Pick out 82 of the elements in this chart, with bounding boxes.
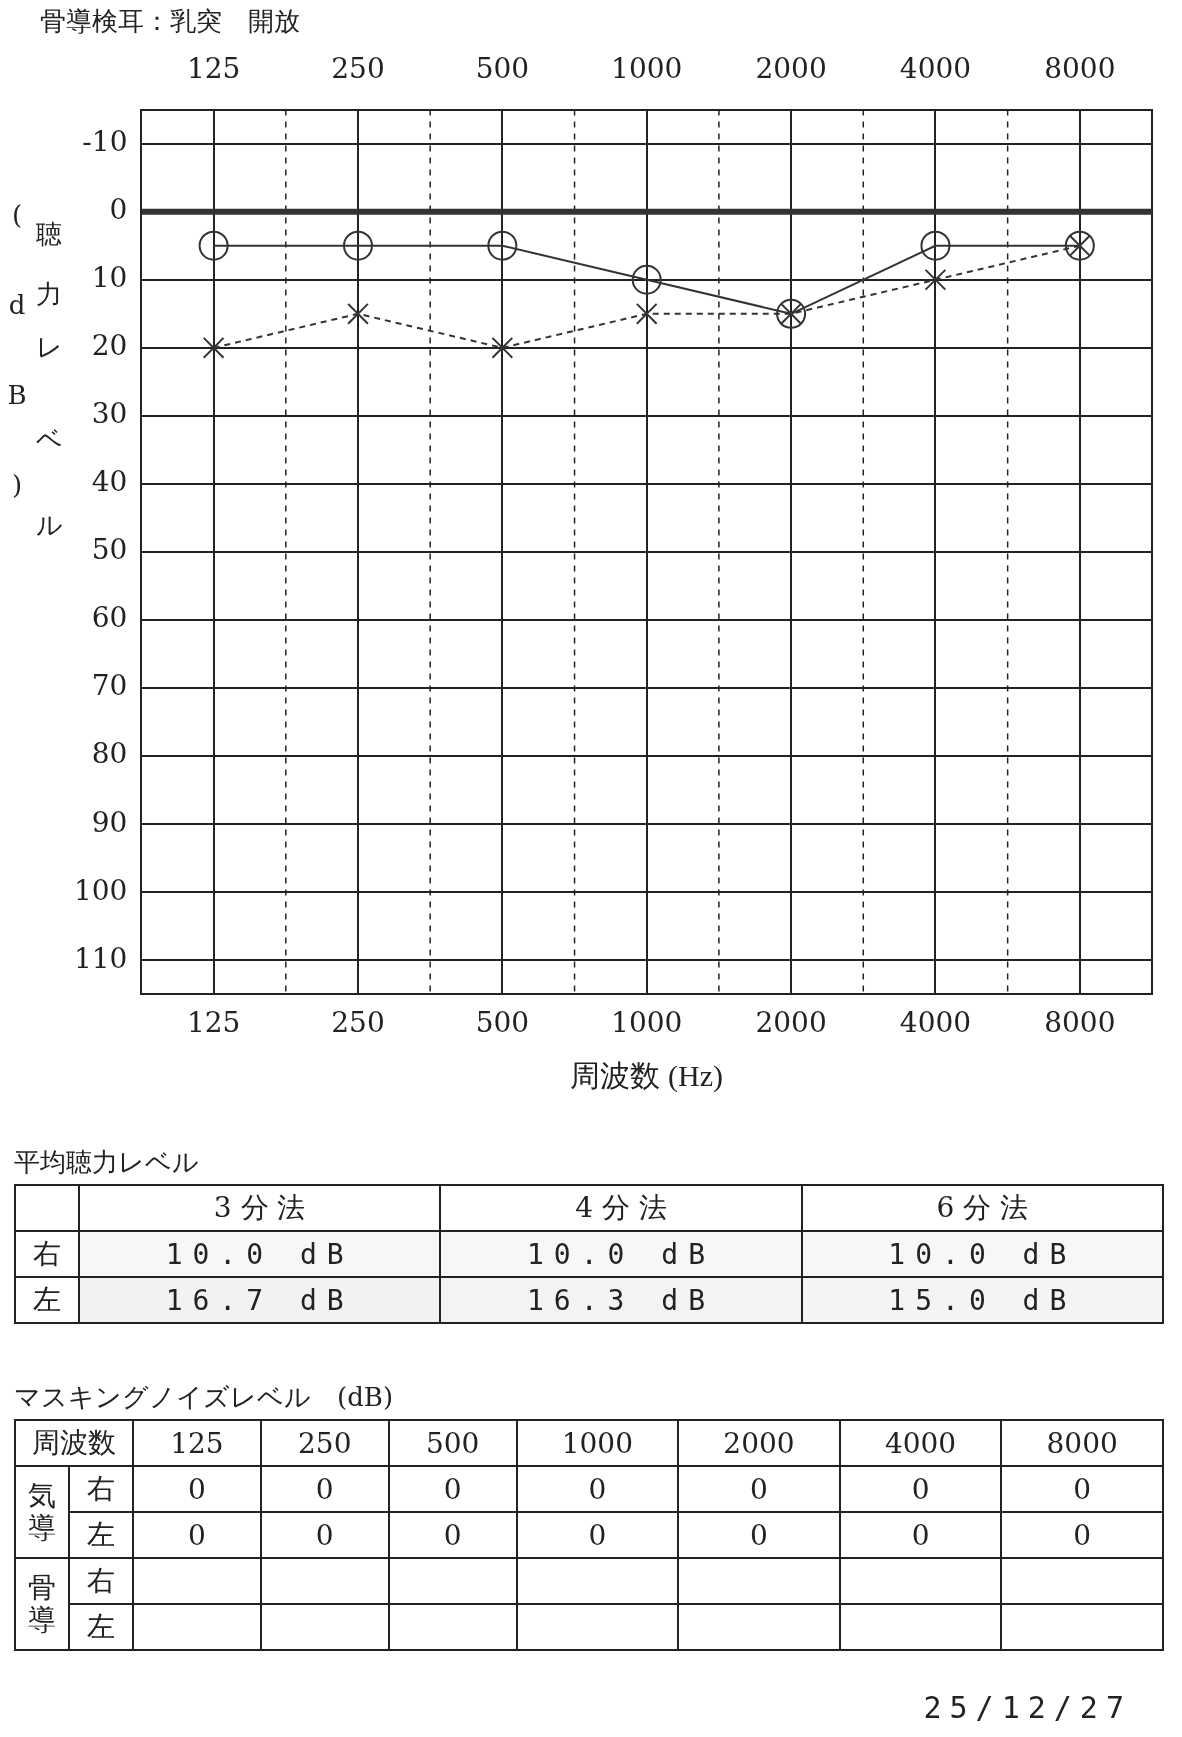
data-label: 10.0 dB <box>440 1231 802 1277</box>
y-tick-label: 右 <box>69 1558 133 1604</box>
y-tick-label: 40 <box>91 465 128 499</box>
x-tick-label: 4000 <box>899 1006 972 1040</box>
y-tick-label: 90 <box>91 805 128 839</box>
y-tick-label: 10 <box>91 261 128 295</box>
point <box>202 336 225 359</box>
x-tick-label: 3 分 法 <box>79 1185 441 1231</box>
chart-title: 平均聴力レベル <box>14 1146 200 1179</box>
y-tick-label: 80 <box>91 737 128 771</box>
x-tick-label: 8000 <box>1001 1420 1163 1466</box>
category-label: 125 <box>186 52 241 86</box>
x-tick-label: 6 分 法 <box>801 1185 1163 1231</box>
x-tick-label: 2000 <box>678 1420 840 1466</box>
y-tick-label: 100 <box>73 873 128 907</box>
data-label: 0 <box>388 1466 517 1512</box>
data-label: 0 <box>1001 1512 1163 1558</box>
x-tick-label: 1000 <box>516 1420 679 1466</box>
x-tick-label: 125 <box>186 1006 241 1040</box>
y2-tick-label: 気導 <box>15 1466 69 1558</box>
x-tick-label: 500 <box>475 1006 530 1040</box>
y-tick-label: 20 <box>91 329 128 363</box>
point <box>635 302 658 325</box>
category-label: 250 <box>331 52 385 86</box>
y-tick-label: 左 <box>15 1277 79 1323</box>
point <box>342 230 373 261</box>
point <box>491 336 514 359</box>
category-label: 4000 <box>899 52 972 86</box>
point <box>631 264 662 295</box>
x-tick-label: 250 <box>260 1420 389 1466</box>
y2-tick-label: 骨導 <box>15 1558 69 1650</box>
y-tick-label: 右 <box>15 1231 79 1277</box>
data-label: 0 <box>260 1512 389 1558</box>
y-tick-label: 70 <box>91 669 128 703</box>
data-label: 16.7 dB <box>79 1277 441 1323</box>
y-tick-label: 左 <box>69 1604 133 1650</box>
point <box>347 302 369 325</box>
data-label: 0 <box>839 1466 1002 1512</box>
category-label: 1000 <box>611 52 683 86</box>
y-tick-label: 0 <box>109 192 128 226</box>
x-tick-label: 250 <box>331 1006 385 1040</box>
data-label: 10.0 dB <box>801 1231 1163 1277</box>
y-axis-title: 聴力レベル (dB) <box>2 200 65 591</box>
point <box>924 268 947 291</box>
y-tick-label: 50 <box>91 533 128 567</box>
data-label: 0 <box>133 1512 261 1558</box>
x-axis-title: 周波数 <box>15 1420 133 1466</box>
point <box>920 230 951 261</box>
y-tick-label: 左 <box>69 1512 133 1558</box>
data-label: 0 <box>516 1466 679 1512</box>
data-label: 0 <box>260 1466 389 1512</box>
x-tick-label: 125 <box>133 1420 261 1466</box>
x-axis-title: 周波数 (Hz) <box>570 1058 723 1093</box>
category-label: 500 <box>475 52 530 86</box>
y-tick-label: 30 <box>91 397 128 431</box>
x-tick-label: 4000 <box>839 1420 1002 1466</box>
category-label: 2000 <box>755 52 827 86</box>
y-tick-label: 右 <box>69 1466 133 1512</box>
data-label: 0 <box>133 1466 261 1512</box>
text: 25/12/27 <box>923 1690 1132 1725</box>
point <box>198 230 229 261</box>
data-label: 0 <box>1001 1466 1163 1512</box>
data-label: 10.0 dB <box>79 1231 441 1277</box>
x-tick-label: 8000 <box>1044 1006 1116 1040</box>
data-label: 0 <box>516 1512 679 1558</box>
y-tick-label: -10 <box>82 124 128 158</box>
y-tick-label: 60 <box>91 601 128 635</box>
x-tick-label: 2000 <box>755 1006 827 1040</box>
data-label: 0 <box>388 1512 517 1558</box>
data-label: 15.0 dB <box>801 1277 1163 1323</box>
y-tick-label: 110 <box>73 941 128 975</box>
data-label: 0 <box>839 1512 1002 1558</box>
point <box>487 230 518 261</box>
data-label: 0 <box>678 1466 840 1512</box>
data-label: 16.3 dB <box>440 1277 802 1323</box>
category-label: 8000 <box>1044 52 1116 86</box>
x-tick-label: 500 <box>388 1420 517 1466</box>
x-tick-label: 4 分 法 <box>440 1185 802 1231</box>
x-tick-label: 1000 <box>611 1006 683 1040</box>
chart-title: マスキングノイズレベル (dB) <box>14 1381 395 1414</box>
data-label: 0 <box>678 1512 840 1558</box>
chart-title: 骨導検耳：乳突 開放 <box>40 5 300 38</box>
